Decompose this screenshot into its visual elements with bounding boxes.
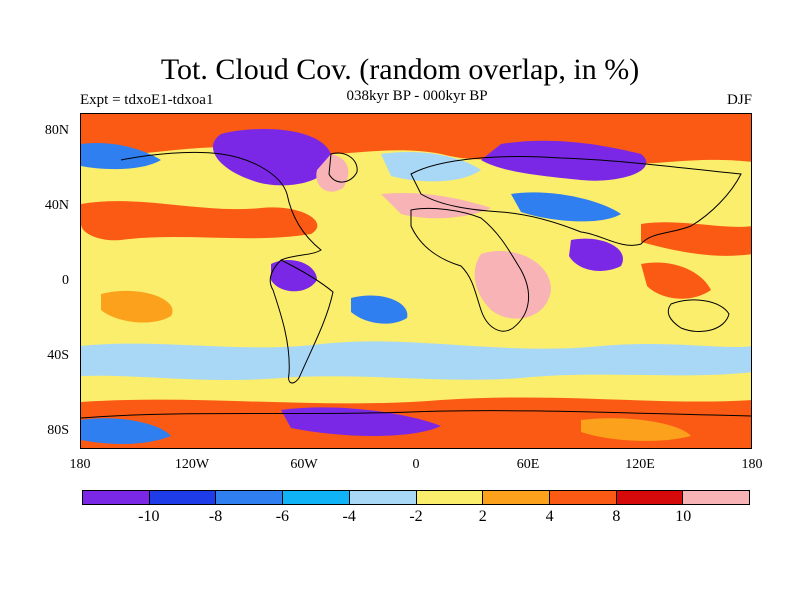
lat-label-80s: 80S: [47, 423, 69, 438]
field-north-pacific-positive: [81, 201, 318, 241]
season-label: DJF: [726, 92, 752, 108]
field-southern-ocean-light: [81, 341, 751, 380]
field-amazon-negative: [271, 259, 317, 292]
field-mediterranean-positive: [381, 192, 491, 219]
field-east-pacific-positive: [101, 290, 173, 323]
field-alaska-negative: [81, 142, 161, 170]
lon-label-0: 0: [412, 457, 420, 472]
colorbar-tick-label: -8: [208, 508, 223, 525]
field-north-america-negative: [212, 128, 332, 186]
colorbar-tick-label: -10: [138, 508, 160, 525]
cloud-cover-map: [81, 114, 751, 448]
colorbar-box: [483, 491, 550, 504]
colorbar-box: [549, 491, 617, 504]
colorbar-box: [616, 491, 684, 504]
field-west-pacific-positive: [641, 222, 751, 256]
field-weddell-negative: [281, 407, 441, 436]
colorbar-tick-label: -6: [275, 508, 290, 525]
field-east-antarctic-positive: [581, 418, 691, 441]
colorbar-tick-label: 4: [545, 508, 554, 525]
colorbar: [82, 490, 750, 505]
colorbar-box: [683, 491, 750, 504]
field-asia-negative: [511, 192, 621, 222]
coastline-antarctica: [81, 410, 751, 419]
field-maritime-positive: [641, 262, 711, 299]
field-south-atlantic-negative: [351, 295, 408, 324]
colorbar-box: [149, 491, 217, 504]
colorbar-box: [416, 491, 484, 504]
field-atlantic-north-light: [381, 151, 481, 182]
coastline-australia: [667, 299, 730, 332]
lon-label-120w: 120W: [174, 457, 210, 472]
lon-label-180-west: 180: [69, 457, 91, 472]
colorbar-box: [216, 491, 284, 504]
colorbar-tick-label: -2: [409, 508, 423, 525]
lon-label-60w: 60W: [290, 457, 318, 472]
colorbar-tick-label: -4: [342, 508, 356, 525]
lat-label-40s: 40S: [47, 348, 69, 363]
lon-label-180-east: 180: [741, 457, 763, 472]
lat-label-0: 0: [62, 273, 69, 288]
colorbar-box: [349, 491, 417, 504]
colorbar-tick-label: 10: [675, 508, 692, 525]
lat-label-80n: 80N: [44, 123, 69, 138]
coastline-eurasia: [410, 156, 742, 246]
experiment-label: Expt = tdxoE1-tdxoa1: [80, 92, 214, 108]
field-ross-negative: [81, 418, 171, 444]
coastline-north-america: [120, 151, 322, 261]
field-india-negative: [569, 238, 623, 271]
page-title: Tot. Cloud Cov. (random overlap, in %): [160, 53, 640, 86]
colorbar-box: [83, 491, 150, 504]
colorbar-tick-label: 8: [612, 508, 621, 525]
lon-label-60e: 60E: [516, 457, 540, 472]
colorbar-tick-label: 2: [478, 508, 487, 525]
field-siberia-negative: [481, 140, 647, 181]
coastline-africa: [410, 207, 530, 332]
coastline-south-america: [269, 259, 334, 384]
coastline-greenland: [328, 152, 358, 183]
period-label: 038kyr BP - 000kyr BP: [346, 88, 488, 104]
lon-label-120e: 120E: [625, 457, 655, 472]
lat-label-40n: 40N: [44, 198, 69, 213]
field-africa-positive: [474, 251, 551, 319]
map-panel: [80, 113, 752, 449]
colorbar-box: [283, 491, 350, 504]
coastlines: [81, 151, 751, 419]
